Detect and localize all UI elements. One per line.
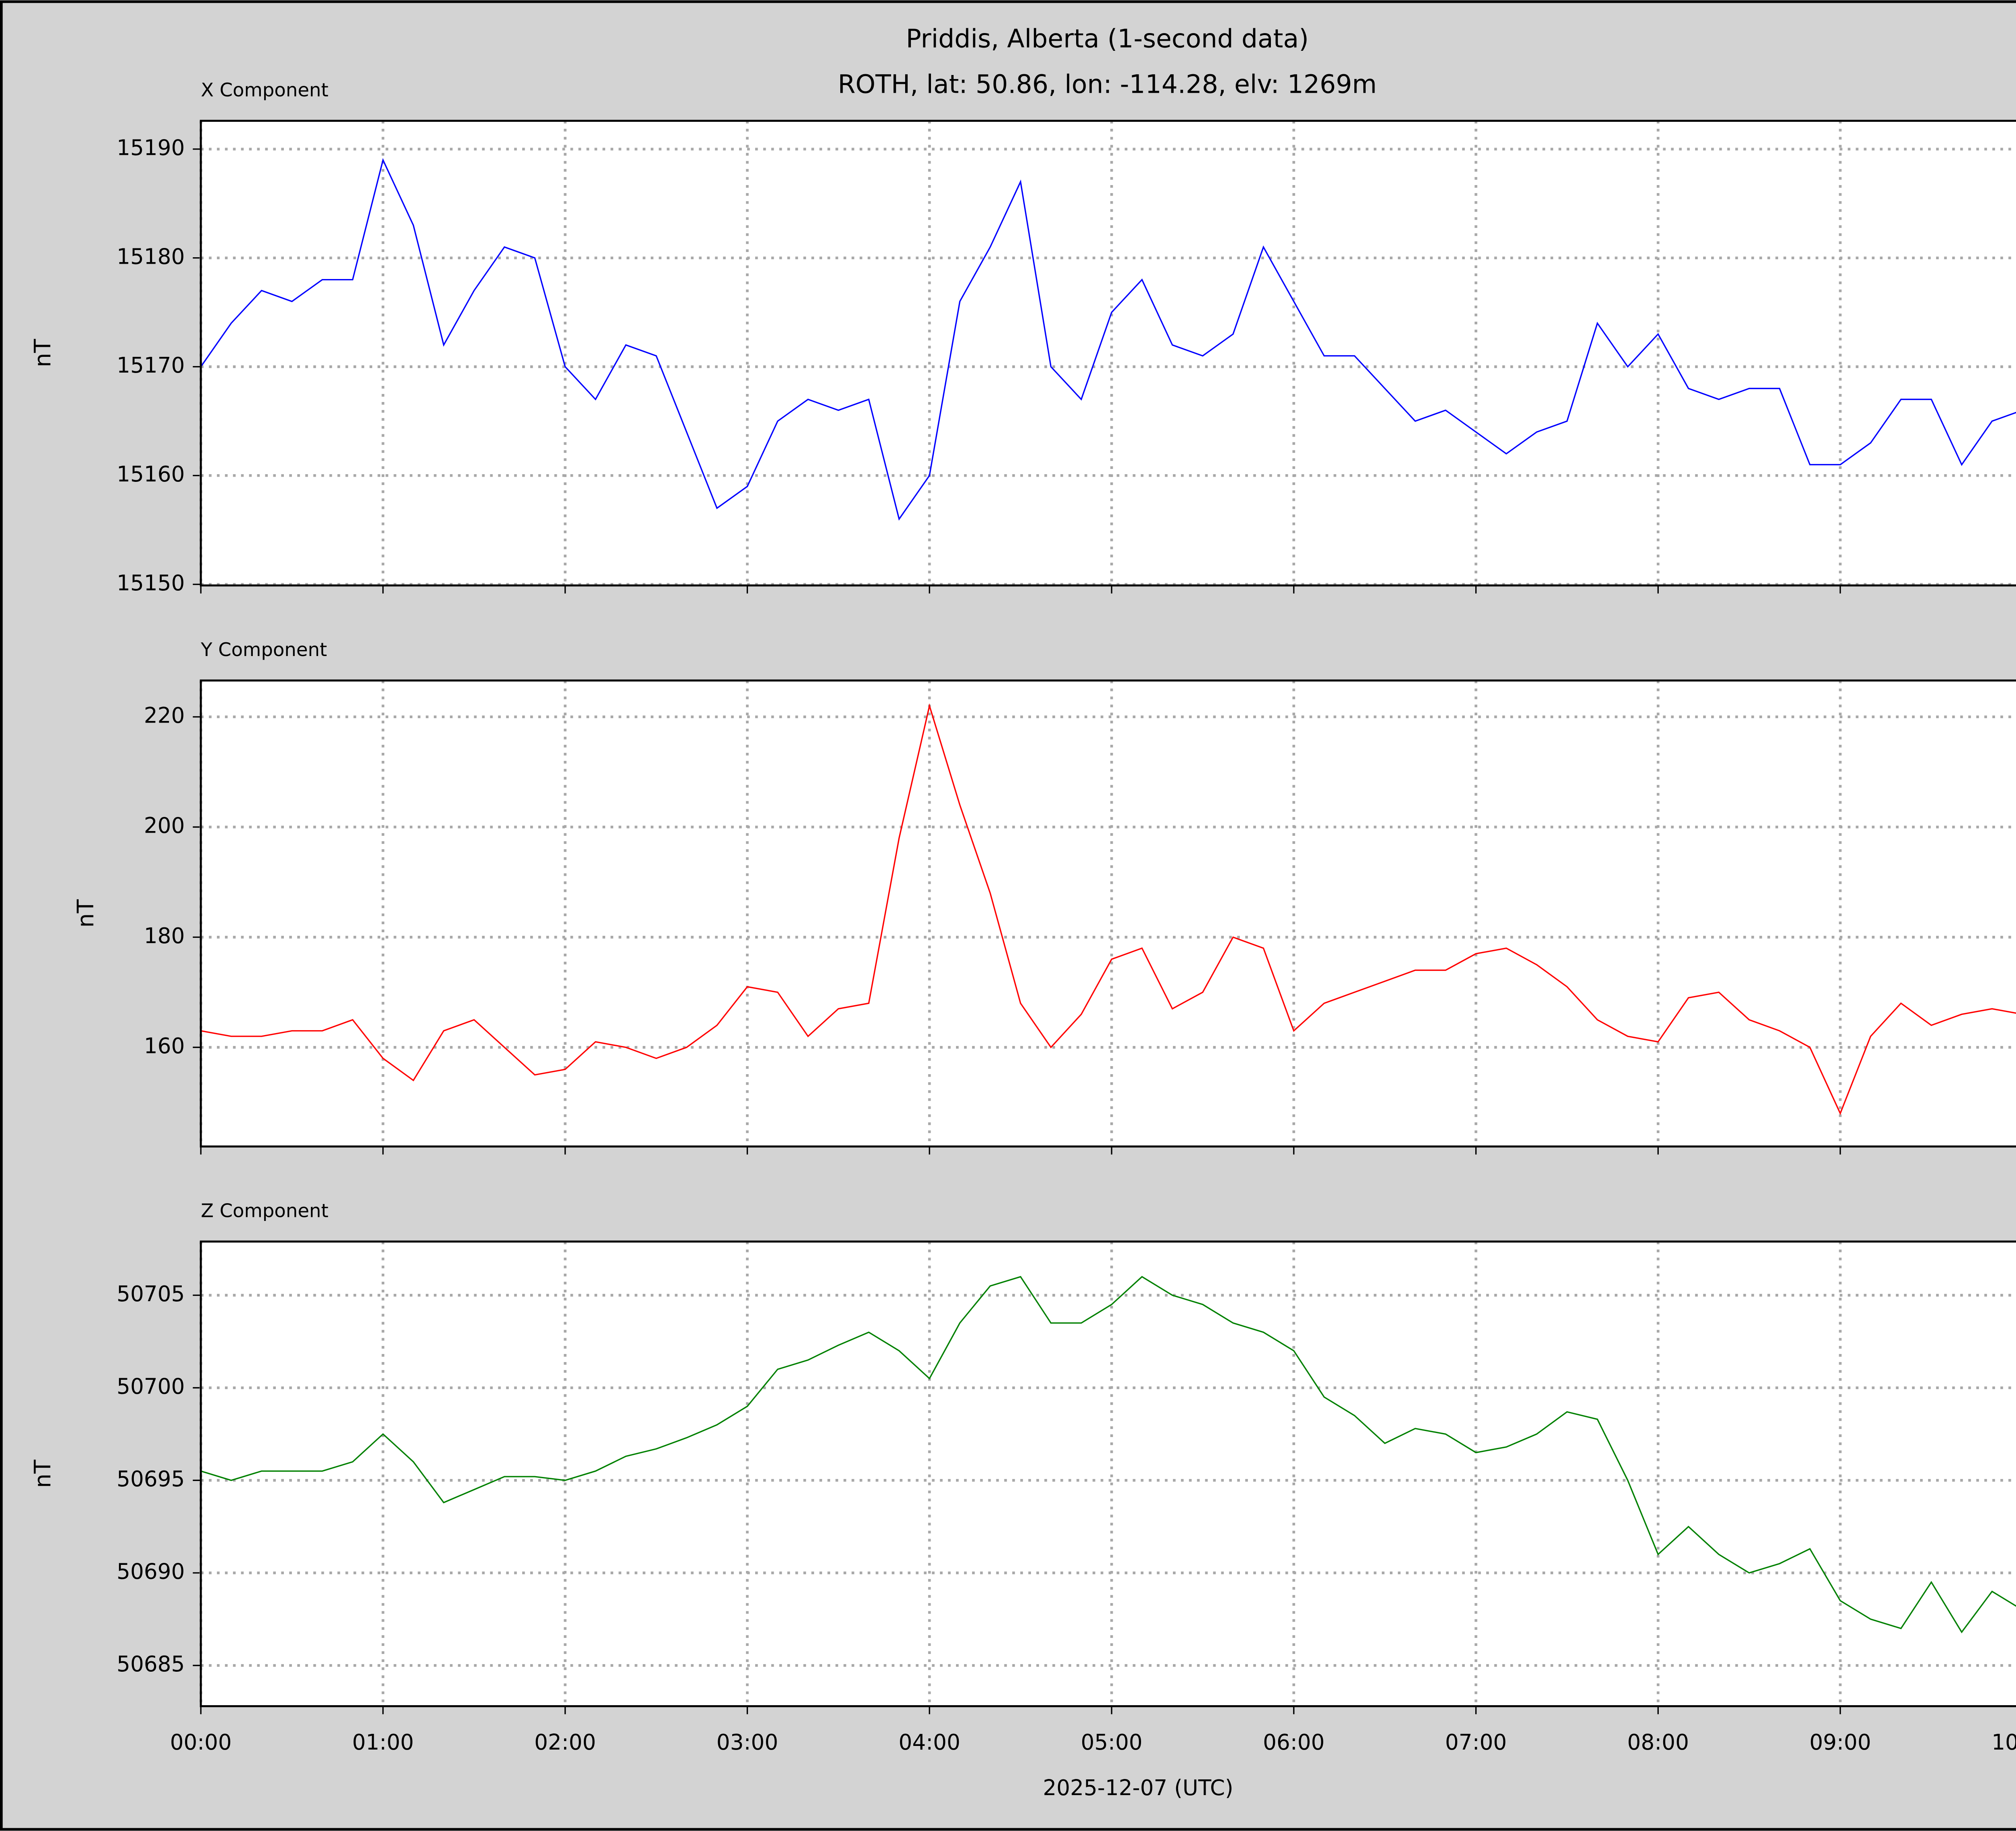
- y-tick-label: 50700: [117, 1374, 185, 1399]
- x-tick-label: 00:00: [170, 1730, 232, 1755]
- x-tick-label: 05:00: [1081, 1730, 1142, 1755]
- figure-title: Priddis, Alberta (1-second data): [906, 23, 1309, 53]
- plot-frame: [200, 679, 2016, 1148]
- x-tick-label: 08:00: [1627, 1730, 1689, 1755]
- plot-frame: [200, 1240, 2016, 1707]
- x-tick-label: 06:00: [1263, 1730, 1325, 1755]
- data-line: [200, 158, 2016, 521]
- y-tick-label: 15150: [117, 571, 185, 596]
- y-tick-label: 220: [144, 703, 185, 728]
- y-axis-label: nT: [30, 339, 56, 367]
- y-tick-label: 200: [144, 813, 185, 838]
- x-tick-label: 01:00: [352, 1730, 414, 1755]
- x-axis-label: 2025-12-07 (UTC): [1043, 1775, 1233, 1800]
- y-tick-label: 160: [144, 1033, 185, 1058]
- x-tick-label: 10:00: [1991, 1730, 2016, 1755]
- plot-area: [201, 121, 2016, 585]
- y-tick-label: 50695: [117, 1466, 185, 1491]
- x-tick-label: 09:00: [1810, 1730, 1871, 1755]
- y-tick-label: 15160: [117, 462, 185, 487]
- x-tick-label: 02:00: [534, 1730, 596, 1755]
- y-tick-label: 50685: [117, 1652, 185, 1677]
- y-tick-label: 50705: [117, 1281, 185, 1306]
- data-line: [200, 703, 2016, 1115]
- y-tick-label: 15180: [117, 244, 185, 269]
- plot-area: [201, 680, 2016, 1147]
- y-tick-label: 180: [144, 923, 185, 948]
- y-axis-label: nT: [30, 1460, 56, 1488]
- x-tick-label: 07:00: [1445, 1730, 1507, 1755]
- figure-subtitle: ROTH, lat: 50.86, lon: -114.28, elv: 126…: [838, 69, 1377, 99]
- plot-frame: [200, 120, 2016, 587]
- x-tick-label: 03:00: [716, 1730, 778, 1755]
- data-line: [200, 1276, 2016, 1633]
- y-tick-label: 15170: [117, 353, 185, 378]
- panel-title: Z Component: [201, 1200, 329, 1222]
- panel-title: Y Component: [200, 639, 327, 660]
- y-axis-label: nT: [73, 899, 99, 928]
- plot-area: [201, 1241, 2016, 1706]
- y-tick-label: 15190: [117, 135, 185, 160]
- y-tick-label: 50690: [117, 1559, 185, 1584]
- x-tick-label: 04:00: [899, 1730, 960, 1755]
- panel-title: X Component: [201, 79, 329, 101]
